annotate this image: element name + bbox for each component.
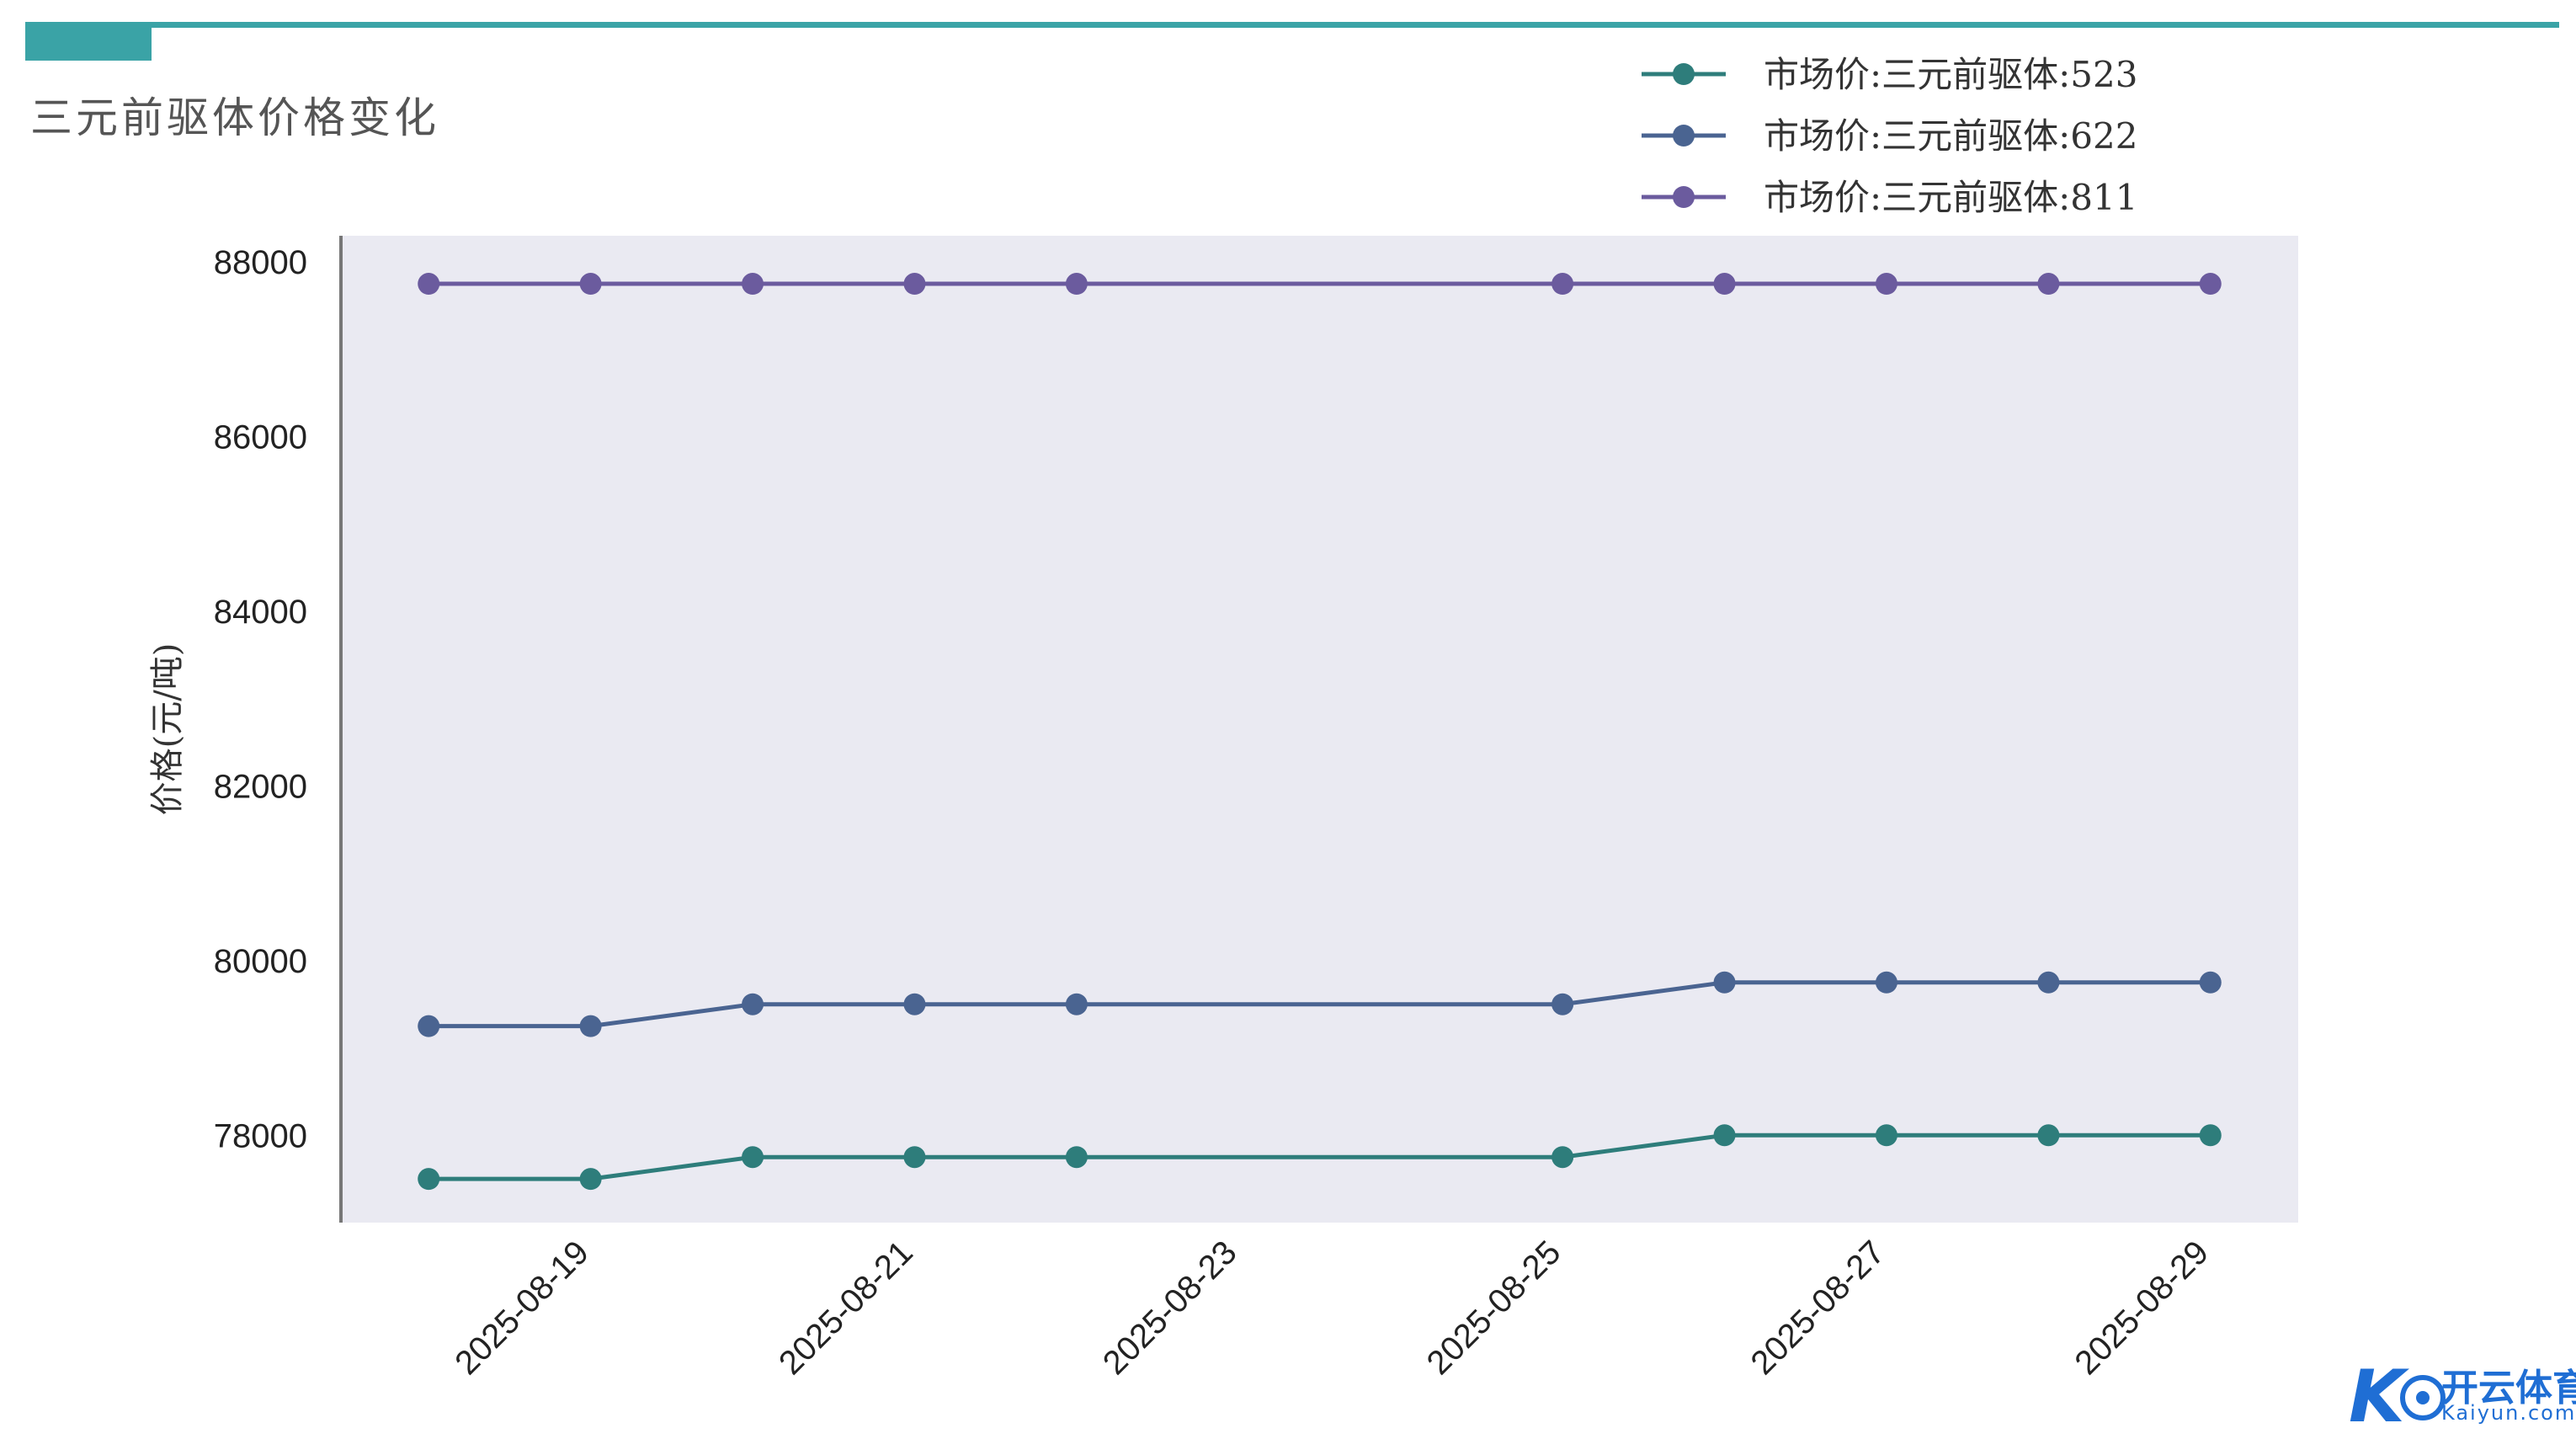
y-tick-label: 84000 [214,594,307,631]
x-tick-label: 2025-08-19 [448,1234,596,1382]
data-point [2037,971,2060,994]
watermark-text: 开云体育 [2441,1367,2576,1410]
data-point [418,1015,440,1037]
watermark-url: Kaiyun.com [2441,1401,2576,1425]
data-point [742,273,764,296]
data-point [579,1015,602,1037]
series-layer [418,273,2222,1191]
header-accent-tab [25,25,152,61]
data-point [2037,1124,2060,1147]
data-point [2199,1124,2222,1147]
legend-item: 市场价:三元前驱体:811 [1642,177,2137,218]
series-line [428,980,2211,1029]
data-point [2037,273,2060,296]
data-point [903,273,926,296]
x-tick-label: 2025-08-27 [1744,1234,1892,1382]
legend-item: 市场价:三元前驱体:622 [1642,115,2137,157]
kaiyun-logo-icon: K [2349,1356,2446,1431]
legend-label: 市场价:三元前驱体:622 [1764,115,2137,157]
data-point [1065,1146,1088,1169]
soccer-ball-center [2416,1391,2430,1404]
data-point [1713,971,1736,994]
plot-area [341,236,2298,1223]
data-point [903,993,926,1015]
data-point [579,273,602,296]
data-point [1875,1124,1897,1147]
data-point [1065,993,1088,1015]
data-point [1551,1146,1574,1169]
data-point [418,273,440,296]
legend-marker [1673,186,1695,208]
data-point [418,1168,440,1191]
y-axis-ticks: 78000 80000 82000 84000 86000 88000 [214,244,307,1154]
data-point [742,1146,764,1169]
data-point [1875,273,1897,296]
data-point [2199,971,2222,994]
data-point [579,1168,602,1191]
legend-label: 市场价:三元前驱体:811 [1764,177,2137,218]
y-axis-label: 价格(元/吨) [148,643,187,816]
y-tick-label: 88000 [214,244,307,281]
x-tick-label: 2025-08-21 [772,1234,920,1382]
x-axis-ticks: 2025-08-19 2025-08-21 2025-08-23 2025-08-25… [448,1234,2216,1382]
legend-item: 市场价:三元前驱体:523 [1642,54,2137,95]
series-1 [418,971,2222,1037]
x-tick-label: 2025-08-29 [2068,1234,2216,1382]
y-tick-label: 86000 [214,419,307,456]
header-accent-line [25,22,2559,28]
y-tick-label: 82000 [214,768,307,805]
data-point [1713,273,1736,296]
data-point [1065,273,1088,296]
data-point [1551,273,1574,296]
data-point [1875,971,1897,994]
x-tick-label: 2025-08-25 [1420,1234,1568,1382]
y-tick-label: 78000 [214,1117,307,1154]
page-title: 三元前驱体价格变化 [30,93,439,142]
data-point [903,1146,926,1169]
legend-label: 市场价:三元前驱体:523 [1764,54,2137,95]
series-2 [418,273,2222,296]
logo-letter: K [2349,1356,2409,1431]
legend-marker [1673,63,1695,85]
legend-marker [1673,125,1695,147]
data-point [742,993,764,1015]
y-tick-label: 80000 [214,943,307,980]
legend: 市场价:三元前驱体:523 市场价:三元前驱体:622 市场价:三元前驱体:811 [1642,54,2137,218]
series-line [428,1133,2211,1181]
data-point [1551,993,1574,1015]
x-tick-label: 2025-08-23 [1096,1234,1244,1382]
data-point [1713,1124,1736,1147]
series-0 [418,1124,2222,1191]
data-point [2199,273,2222,296]
